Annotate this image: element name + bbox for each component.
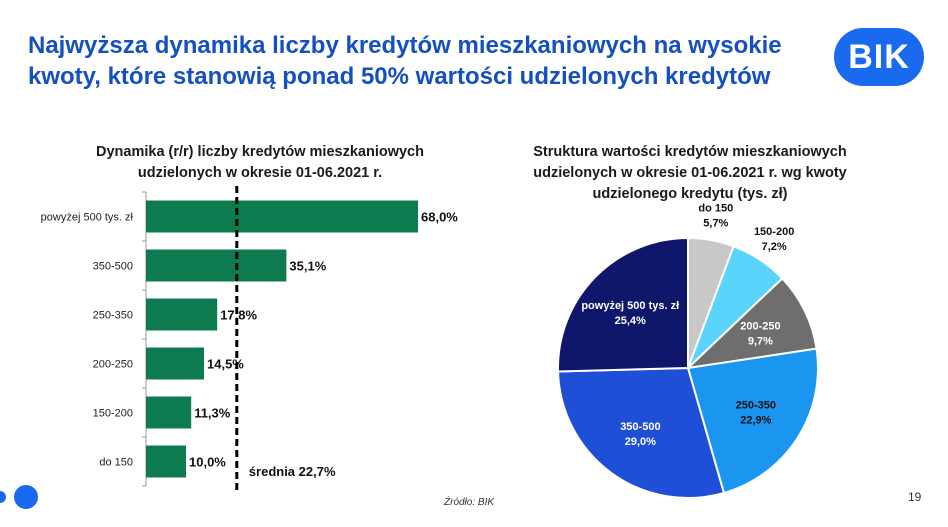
bar	[146, 347, 204, 380]
pie-slice-label: 200-250	[740, 321, 780, 333]
decorative-dot-small	[0, 491, 6, 503]
bar-value-label: 14,5%	[207, 357, 244, 372]
page-title: Najwyższa dynamika liczby kredytów miesz…	[28, 32, 782, 90]
source-note: Źródło: BIK	[444, 497, 495, 508]
page-number: 19	[908, 490, 922, 504]
category-label: 350-500	[93, 261, 133, 273]
bik-logo: BIK	[834, 28, 924, 86]
decorative-dot	[14, 485, 38, 509]
bar	[146, 298, 218, 331]
pie-slice-value: 22,9%	[740, 415, 771, 427]
pie-slice	[557, 366, 726, 499]
category-label: 150-200	[93, 408, 133, 420]
bar-value-label: 68,0%	[421, 210, 458, 225]
pie-slice-value: 5,7%	[703, 217, 728, 229]
pie-chart-title: Struktura wartości kredytów mieszkaniowy…	[533, 144, 847, 202]
average-label: średnia 22,7%	[249, 464, 336, 479]
bar	[146, 200, 418, 233]
pie-slice-label: powyżej 500 tys. zł	[581, 300, 679, 312]
pie-slice-value: 29,0%	[625, 436, 656, 448]
pie-slice-label: do 150	[698, 202, 733, 214]
bar	[146, 445, 186, 478]
category-label: do 150	[99, 457, 133, 469]
pie-slice	[557, 236, 689, 373]
bar-value-label: 17,8%	[220, 308, 257, 323]
pie-slice	[686, 347, 819, 495]
pie-slice	[685, 277, 818, 370]
bar-value-label: 11,3%	[194, 406, 231, 421]
pie-slice-value: 7,2%	[762, 241, 787, 253]
bar-value-label: 10,0%	[189, 455, 226, 470]
bar-chart-title: Dynamika (r/r) liczby kredytów mieszkani…	[96, 144, 424, 181]
bar	[146, 249, 287, 282]
pie-slice-value: 25,4%	[615, 315, 646, 327]
pie-slice-label: 250-350	[736, 400, 776, 412]
category-label: 250-350	[93, 310, 133, 322]
pie-slice-label: 150-200	[754, 226, 794, 238]
category-label: 200-250	[93, 359, 133, 371]
bar-value-label: 35,1%	[289, 259, 326, 274]
pie-slice-value: 9,7%	[748, 336, 773, 348]
category-label: powyżej 500 tys. zł	[41, 212, 134, 224]
bar	[146, 396, 192, 429]
pie-slice-label: 350-500	[620, 421, 660, 433]
